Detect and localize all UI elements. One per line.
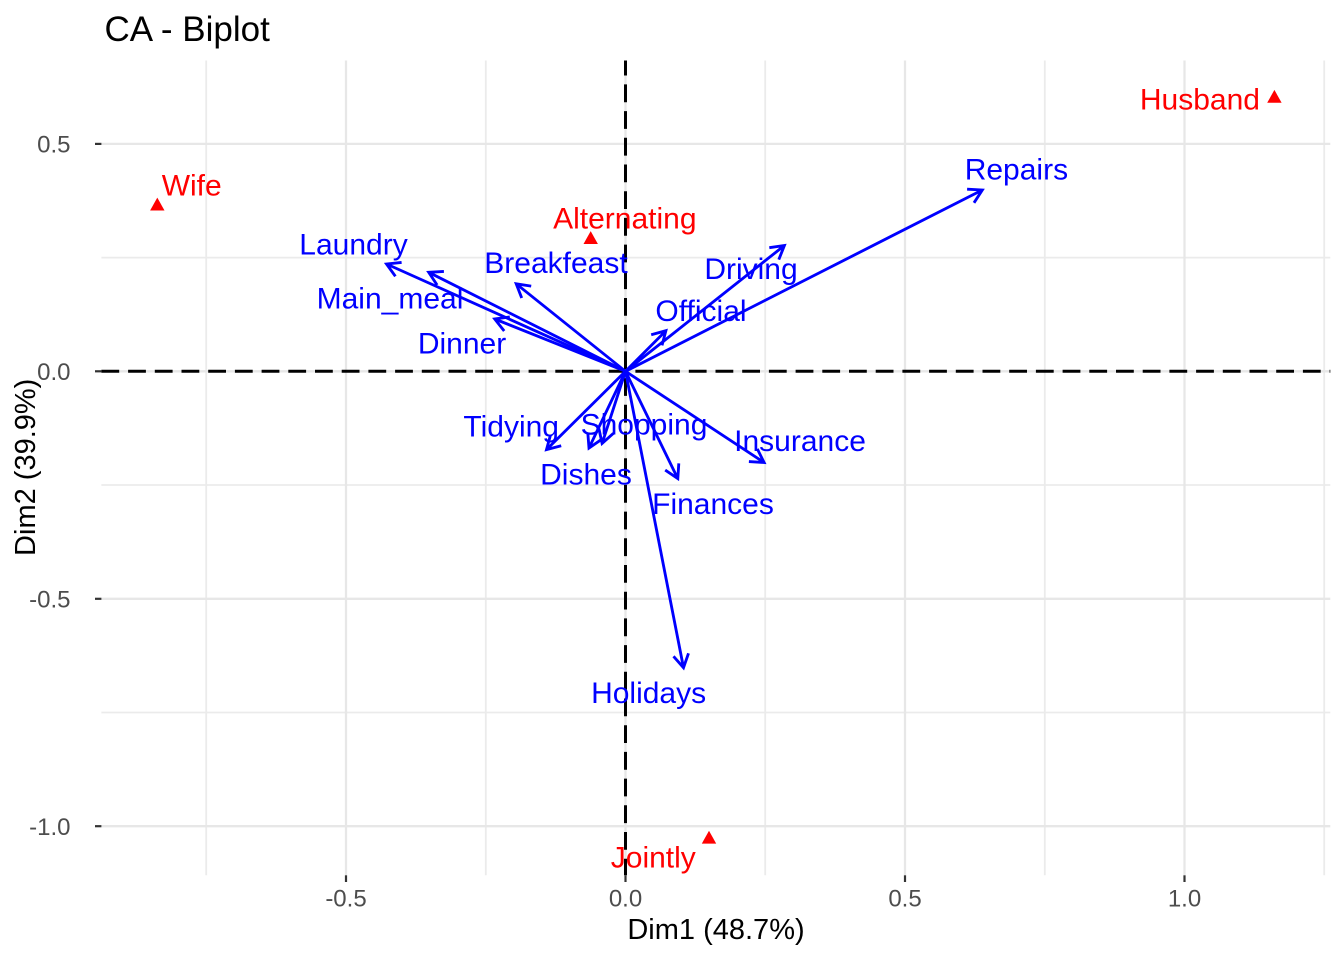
svg-text:Laundry: Laundry <box>299 229 407 262</box>
svg-text:-0.5: -0.5 <box>29 587 70 614</box>
svg-text:0.0: 0.0 <box>609 886 642 913</box>
svg-text:Insurance: Insurance <box>734 425 866 458</box>
svg-text:Breakfeast: Breakfeast <box>484 247 628 280</box>
svg-text:Finances: Finances <box>652 488 774 521</box>
svg-text:-0.5: -0.5 <box>325 886 366 913</box>
svg-text:Alternating: Alternating <box>553 202 696 235</box>
svg-text:Dim2 (39.9%): Dim2 (39.9%) <box>10 379 42 556</box>
svg-text:0.5: 0.5 <box>888 886 921 913</box>
svg-text:Driving: Driving <box>704 253 797 286</box>
svg-text:Dinner: Dinner <box>418 328 506 361</box>
svg-text:Official: Official <box>655 295 746 328</box>
svg-text:0.0: 0.0 <box>37 359 70 386</box>
svg-text:1.0: 1.0 <box>1168 886 1201 913</box>
svg-text:Dim1 (48.7%): Dim1 (48.7%) <box>627 914 804 946</box>
svg-text:Dishes: Dishes <box>540 459 632 492</box>
svg-text:Repairs: Repairs <box>965 154 1068 187</box>
svg-text:Jointly: Jointly <box>611 842 696 875</box>
svg-text:Tidying: Tidying <box>463 411 559 444</box>
svg-text:0.5: 0.5 <box>37 132 70 159</box>
svg-text:CA - Biplot: CA - Biplot <box>105 10 271 49</box>
svg-text:-1.0: -1.0 <box>29 814 70 841</box>
svg-text:Husband: Husband <box>1140 83 1260 116</box>
svg-text:Wife: Wife <box>162 170 222 203</box>
svg-text:Holidays: Holidays <box>591 677 706 710</box>
svg-text:Shopping: Shopping <box>581 409 708 442</box>
svg-text:Main_meal: Main_meal <box>317 283 464 316</box>
